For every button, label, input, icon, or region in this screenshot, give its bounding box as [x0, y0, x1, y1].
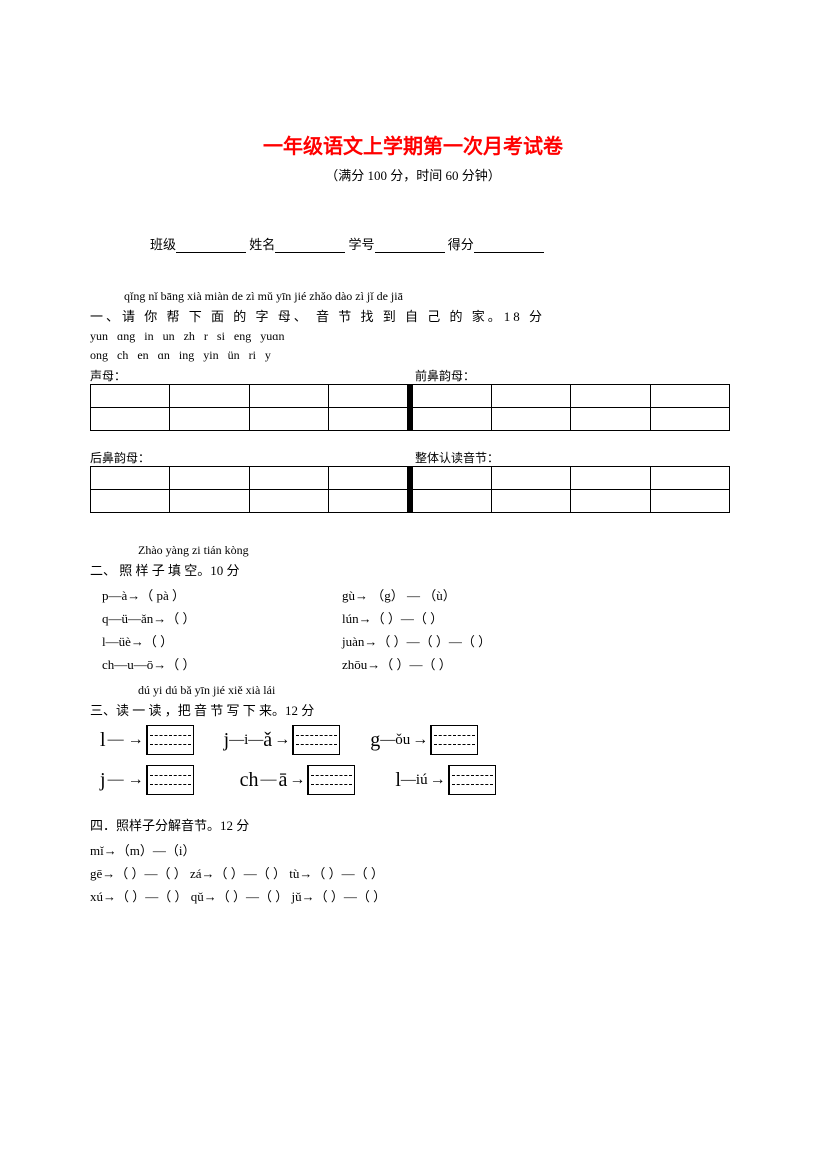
q3-text: 三、读 一 读 ，把 音 节 写 下 来。12 分	[90, 700, 736, 719]
write-box[interactable]	[430, 725, 478, 755]
q3-item-1[interactable]: l—→	[100, 725, 194, 755]
q2-text: 二、 照 样 子 填 空。10 分	[90, 560, 736, 579]
q2-pinyin: Zhào yàng zi tián kòng	[138, 543, 736, 558]
houbi-table[interactable]	[90, 466, 408, 513]
q4-row-1[interactable]: xú→（ ）—（ ） qǔ→（ ）—（ ） jǔ→（ ）—（ ）	[90, 886, 736, 905]
name-blank[interactable]	[275, 239, 345, 253]
q2-r0-l[interactable]: p—à→（ pà ）	[102, 585, 342, 604]
q2-row-1: q—ü—ǎn→（ ） lún→（ ）—（ ）	[102, 608, 736, 627]
id-label: 学号	[349, 237, 375, 252]
q3-row-2: j—→ ch—ā→ l—iú→	[100, 765, 736, 795]
q2-row-2: l—üè→（ ） juàn→（ ）—（ ）—（ ）	[102, 631, 736, 650]
q2-row-0: p—à→（ pà ） gù→ （g） — （ù）	[102, 585, 736, 604]
write-box[interactable]	[448, 765, 496, 795]
q1-text: 一、请 你 帮 下 面 的 字 母、 音 节 找 到 自 己 的 家。18 分	[90, 306, 736, 325]
zhengti-table[interactable]	[412, 466, 730, 513]
q3-item-6[interactable]: l—iú→	[395, 765, 495, 795]
q1-items-1: yun ɑng in un zh r si eng yuɑn	[90, 329, 736, 344]
q2-r3-r[interactable]: zhōu→（ ）—（ ）	[342, 654, 452, 673]
q3-item-2[interactable]: j—i—ǎ→	[224, 725, 341, 755]
write-box[interactable]	[307, 765, 355, 795]
q3-item-3[interactable]: g—ǒu→	[370, 725, 478, 755]
q1-table-row-2	[90, 466, 730, 513]
exam-title: 一年级语文上学期第一次月考试卷	[90, 130, 736, 159]
score-blank[interactable]	[474, 239, 544, 253]
q2-r1-r[interactable]: lún→（ ）—（ ）	[342, 608, 443, 627]
q4-example: mǐ→（m）—（i）	[90, 840, 736, 859]
q2-r1-l[interactable]: q—ü—ǎn→（ ）	[102, 608, 342, 627]
shengmu-table[interactable]	[90, 384, 408, 431]
q3-row-1: l—→ j—i—ǎ→ g—ǒu→	[100, 725, 736, 755]
exam-subtitle: （满分 100 分，时间 60 分钟）	[90, 165, 736, 184]
q4-text: 四．照样子分解音节。12 分	[90, 815, 736, 834]
label-zhengti: 整体认读音节：	[411, 449, 736, 466]
q2-r2-l[interactable]: l—üè→（ ）	[102, 631, 342, 650]
q1-table-row-1	[90, 384, 730, 431]
name-label: 姓名	[249, 237, 275, 252]
write-box[interactable]	[146, 765, 194, 795]
q4-row-0[interactable]: gē→（ ）—（ ） zá→（ ）—（ ） tù→（ ）—（ ）	[90, 863, 736, 882]
q1-pinyin: qǐng nǐ bāng xià miàn de zì mǔ yīn jié z…	[124, 289, 736, 304]
class-label: 班级	[150, 237, 176, 252]
q2-r0-r[interactable]: gù→ （g） — （ù）	[342, 585, 456, 604]
class-blank[interactable]	[176, 239, 246, 253]
q1-items-2: ong ch en ɑn ing yin ün ri y	[90, 348, 736, 363]
q2-r2-r[interactable]: juàn→（ ）—（ ）—（ ）	[342, 631, 491, 650]
label-qianbi: 前鼻韵母：	[411, 367, 736, 384]
write-box[interactable]	[146, 725, 194, 755]
qianbi-table[interactable]	[412, 384, 730, 431]
q3-pinyin: dú yi dú bǎ yīn jié xiě xià lái	[138, 683, 736, 698]
score-label: 得分	[448, 237, 474, 252]
q3-item-4[interactable]: j—→	[100, 765, 194, 795]
id-blank[interactable]	[375, 239, 445, 253]
write-box[interactable]	[292, 725, 340, 755]
label-shengmu: 声母：	[90, 367, 411, 384]
q3-item-5[interactable]: ch—ā→	[240, 765, 356, 795]
q2-r3-l[interactable]: ch—u—ō→（ ）	[102, 654, 342, 673]
label-houbi: 后鼻韵母：	[90, 449, 411, 466]
student-info-line: 班级 姓名 学号 得分	[150, 234, 736, 253]
q2-row-3: ch—u—ō→（ ） zhōu→（ ）—（ ）	[102, 654, 736, 673]
